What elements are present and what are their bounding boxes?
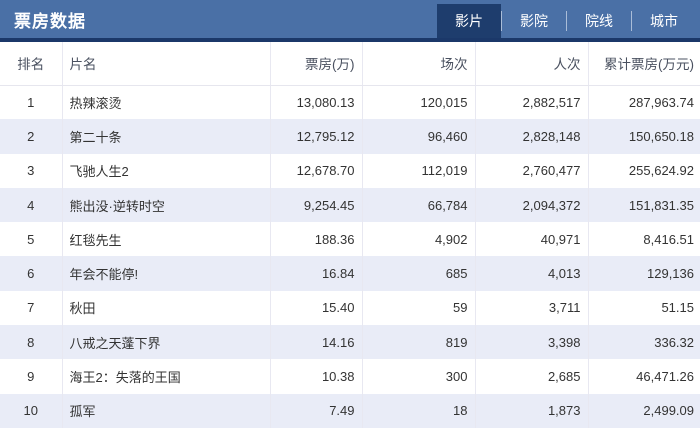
screenings-cell: 120,015 [361,85,475,120]
rank-cell: 1 [27,94,35,110]
rank-cell: 10 [0,393,62,428]
admissions-cell: 40,971 [474,222,588,257]
col-header-admissions: 人次 [474,42,588,86]
box-office-cell: 12,795.12 [269,119,362,154]
table-row: 3 飞驰人生2 12,678.70 112,019 2,760,477 255,… [0,153,700,188]
film-name-cell: 海王2：失落的王国 [61,359,270,394]
tab-separator [501,11,502,31]
film-name-cell: 八戒之天蓬下界 [61,325,270,360]
header-divider [0,38,700,42]
tab-cinemas[interactable]: 影院 [520,13,548,29]
tab-cities[interactable]: 城市 [650,13,678,29]
rank-cell: 3 [27,163,35,179]
total-cell: 287,963.74 [587,85,700,120]
admissions-cell: 2,760,477 [474,153,588,188]
col-header-rank: 排名 [0,42,62,86]
topbar: 票房数据 影片 影院 院线 城市 [0,0,700,38]
table-row: 5 红毯先生 188.36 4,902 40,971 8,416.51 [0,222,700,257]
rank-cell: 5 [27,231,35,247]
admissions-cell: 2,094,372 [474,187,588,223]
rank-cell: 2 [0,119,62,154]
admissions-cell: 3,398 [474,325,588,360]
screenings-cell: 4,902 [361,222,475,257]
film-name-cell: 热辣滚烫 [61,85,270,120]
rank-cell: 9 [27,369,35,385]
tab-separator [566,11,567,31]
table-row: 10 孤军 7.49 18 1,873 2,499.09 [0,393,700,428]
total-cell: 51.15 [587,290,700,326]
film-name-cell: 孤军 [61,393,270,428]
screenings-cell: 66,784 [361,187,475,223]
table-header-row: 排名 片名 票房(万) 场次 人次 累计票房(万元) [0,42,700,86]
total-cell: 336.32 [587,325,700,360]
table-row: 4 熊出没·逆转时空 9,254.45 66,784 2,094,372 151… [0,187,700,223]
col-header-screenings: 场次 [361,42,475,86]
tab-separator [631,11,632,31]
table-row: 1 热辣滚烫 13,080.13 120,015 2,882,517 287,9… [0,85,700,120]
col-header-name: 片名 [61,42,270,86]
admissions-cell: 4,013 [474,256,588,291]
rank-cell: 7 [27,300,35,316]
box-office-cell: 10.38 [269,359,362,394]
box-office-cell: 12,678.70 [269,153,362,188]
box-office-cell: 15.40 [269,290,362,326]
admissions-cell: 3,711 [474,290,588,326]
screenings-cell: 300 [361,359,475,394]
table-row: 9 海王2：失落的王国 10.38 300 2,685 46,471.26 [0,359,700,394]
box-office-cell: 13,080.13 [269,85,362,120]
col-header-total: 累计票房(万元) [587,42,700,86]
box-office-cell: 188.36 [269,222,362,257]
tab-films[interactable]: 影片 [437,4,501,38]
admissions-cell: 2,685 [474,359,588,394]
admissions-cell: 2,882,517 [474,85,588,120]
screenings-cell: 96,460 [361,119,475,154]
admissions-cell: 2,828,148 [474,119,588,154]
box-office-cell: 16.84 [269,256,362,291]
screenings-cell: 685 [361,256,475,291]
total-cell: 151,831.35 [587,187,700,223]
box-office-table: 排名 片名 票房(万) 场次 人次 累计票房(万元) 1 热辣滚烫 13,080… [0,42,700,428]
film-name-cell: 熊出没·逆转时空 [61,187,270,223]
film-name-cell: 秋田 [61,290,270,326]
table-row: 7 秋田 15.40 59 3,711 51.15 [0,290,700,326]
page-title: 票房数据 [14,11,86,31]
col-header-box-office: 票房(万) [269,42,362,86]
rank-cell: 4 [0,187,62,223]
table-row: 6 年会不能停! 16.84 685 4,013 129,136 [0,256,700,291]
screenings-cell: 112,019 [361,153,475,188]
film-name-cell: 红毯先生 [61,222,270,257]
total-cell: 150,650.18 [587,119,700,154]
total-cell: 46,471.26 [587,359,700,394]
total-cell: 8,416.51 [587,222,700,257]
box-office-cell: 7.49 [269,393,362,428]
rank-cell: 8 [0,325,62,360]
box-office-cell: 9,254.45 [269,187,362,223]
film-name-cell: 年会不能停! [61,256,270,291]
film-name-cell: 第二十条 [61,119,270,154]
screenings-cell: 59 [361,290,475,326]
box-office-cell: 14.16 [269,325,362,360]
table-row: 8 八戒之天蓬下界 14.16 819 3,398 336.32 [0,325,700,360]
table-row: 2 第二十条 12,795.12 96,460 2,828,148 150,65… [0,119,700,154]
film-name-cell: 飞驰人生2 [61,153,270,188]
admissions-cell: 1,873 [474,393,588,428]
total-cell: 2,499.09 [587,393,700,428]
rank-cell: 6 [0,256,62,291]
screenings-cell: 819 [361,325,475,360]
tab-bar: 影片 影院 院线 城市 [437,0,696,38]
total-cell: 129,136 [587,256,700,291]
screenings-cell: 18 [361,393,475,428]
tab-chains[interactable]: 院线 [585,13,613,29]
total-cell: 255,624.92 [587,153,700,188]
